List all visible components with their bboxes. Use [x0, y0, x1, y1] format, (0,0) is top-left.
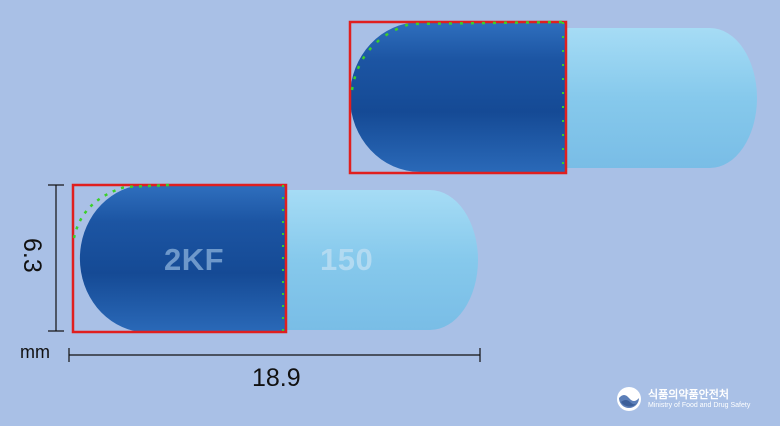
length-label: 18.9 — [252, 364, 301, 392]
length-dimension-line — [68, 348, 481, 362]
detection-box-front — [71, 183, 288, 334]
height-dimension-line — [48, 184, 64, 332]
unit-label: mm — [20, 342, 50, 362]
capsule-back — [348, 20, 757, 175]
watermark-korean: 식품의약품안전처 — [648, 389, 729, 401]
imprint-right: 150 — [320, 242, 374, 277]
imprint-left: 2KF — [164, 242, 225, 277]
capsule-front — [71, 183, 478, 334]
contour-markers-back — [350, 20, 566, 91]
mfds-logo-icon — [617, 387, 641, 411]
height-label: 6.3 — [18, 238, 46, 273]
watermark-english: Ministry of Food and Drug Safety — [648, 402, 751, 409]
detection-box-back — [348, 20, 568, 175]
watermark-logo: 식품의약품안전처 Ministry of Food and Drug Safet… — [616, 384, 776, 418]
